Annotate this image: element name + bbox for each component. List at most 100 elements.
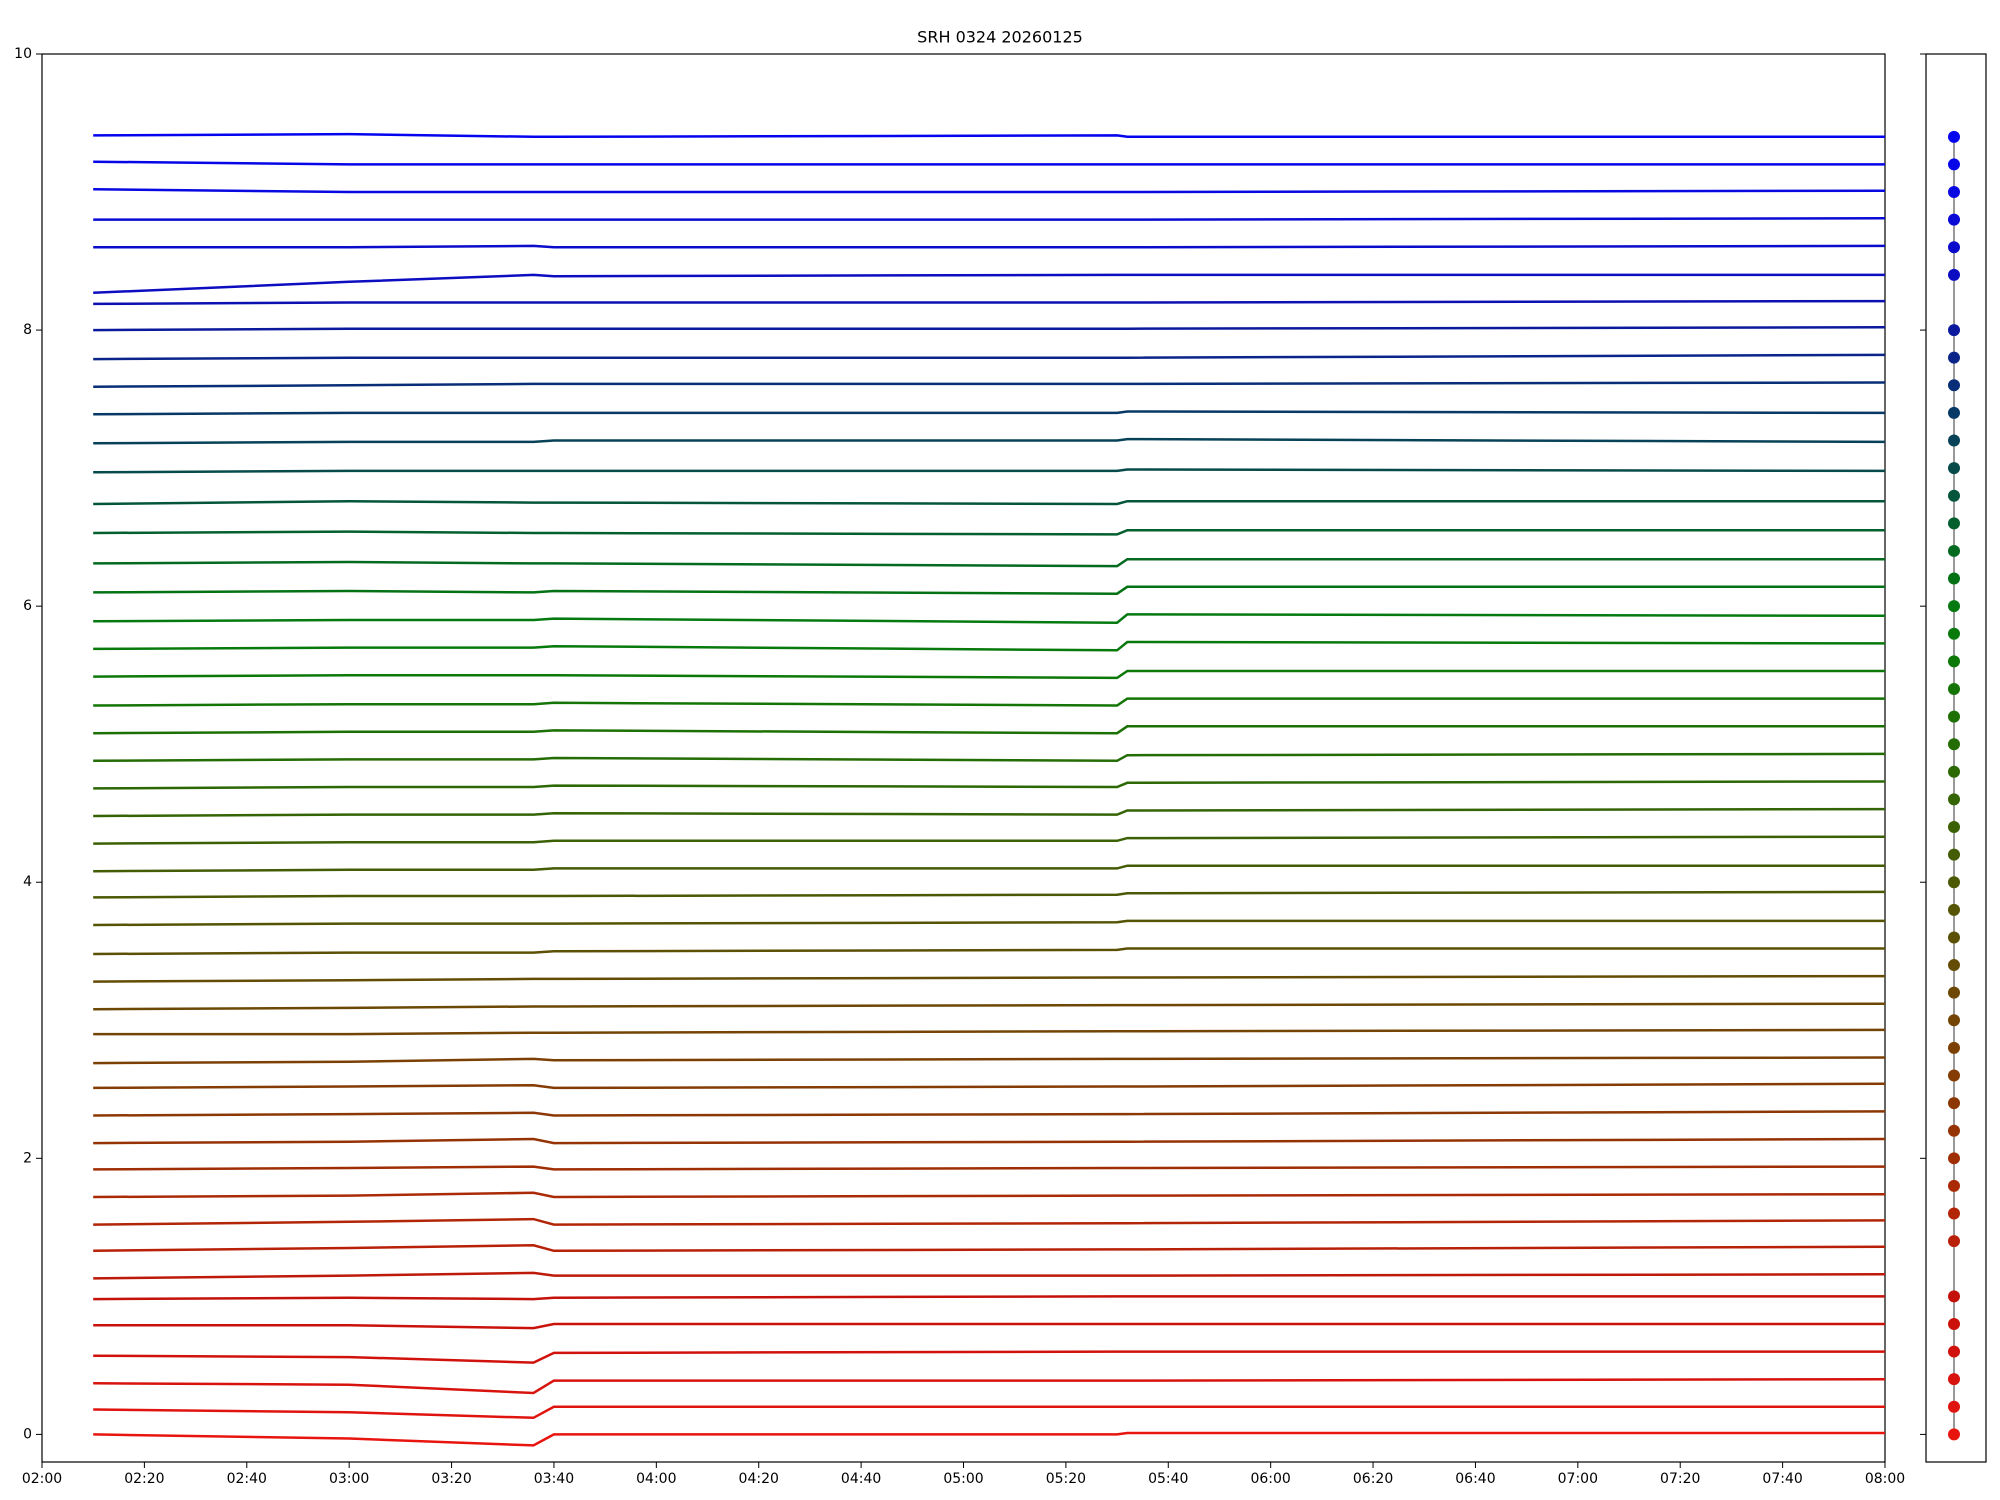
dot	[1948, 186, 1960, 199]
dot	[1948, 903, 1960, 916]
dot	[1948, 434, 1960, 447]
x-tick-label: 06:40	[1455, 1471, 1495, 1487]
trace-line	[93, 244, 1886, 249]
x-tick-label: 03:20	[431, 1471, 471, 1487]
dot	[1948, 738, 1960, 751]
dot	[1948, 1235, 1960, 1248]
trace-line	[93, 1271, 1886, 1280]
x-tick-label: 07:20	[1660, 1471, 1700, 1487]
x-tick-label: 05:20	[1046, 1471, 1086, 1487]
trace-line	[93, 1028, 1886, 1036]
dot	[1948, 710, 1960, 723]
x-tick-label: 06:00	[1250, 1471, 1290, 1487]
dot	[1948, 544, 1960, 557]
trace-line	[93, 499, 1885, 506]
trace-line	[93, 585, 1885, 595]
dot	[1948, 351, 1960, 364]
dot	[1948, 655, 1960, 668]
trace-line	[93, 410, 1886, 416]
dot	[1948, 848, 1960, 861]
trace-line	[93, 807, 1886, 818]
trace-line	[93, 160, 1885, 166]
x-tick-label: 04:20	[739, 1471, 779, 1487]
trace-line	[93, 1056, 1886, 1065]
x-tick-label: 07:40	[1762, 1471, 1802, 1487]
trace-line	[93, 468, 1886, 474]
dot	[1948, 268, 1960, 281]
dot	[1948, 572, 1960, 585]
trace-line	[93, 1244, 1886, 1253]
dot	[1948, 1179, 1960, 1192]
dot	[1948, 1373, 1960, 1386]
trace-line	[93, 919, 1885, 927]
dot	[1948, 793, 1960, 806]
y-tick-label: 2	[23, 1150, 32, 1166]
x-tick-label: 02:40	[227, 1471, 267, 1487]
trace-line	[93, 669, 1885, 680]
dot	[1948, 1014, 1960, 1027]
dot	[1948, 682, 1960, 695]
dot	[1948, 821, 1960, 834]
dot	[1948, 241, 1960, 254]
trace-line	[93, 697, 1885, 707]
trace-line	[93, 890, 1886, 899]
trace-line	[93, 437, 1886, 445]
trace-line	[93, 725, 1885, 735]
chart-title: SRH 0324 20260125	[917, 28, 1083, 47]
trace-line	[93, 1137, 1886, 1145]
y-tick-label: 4	[23, 874, 32, 890]
dot	[1948, 600, 1960, 613]
trace-line	[93, 1431, 1885, 1447]
x-tick-label: 05:40	[1148, 1471, 1188, 1487]
trace-line	[93, 974, 1886, 983]
dot	[1948, 1428, 1960, 1441]
trace-line	[93, 326, 1886, 332]
trace-line	[93, 132, 1885, 139]
trace-line	[93, 299, 1886, 306]
dot	[1948, 158, 1960, 171]
y-tick-label: 10	[14, 46, 32, 62]
dot	[1948, 379, 1960, 392]
trace-line	[93, 947, 1885, 956]
trace-line	[93, 1082, 1886, 1090]
dot	[1948, 959, 1960, 972]
dot	[1948, 1152, 1960, 1165]
x-tick-label: 02:20	[124, 1471, 164, 1487]
dot	[1948, 876, 1960, 889]
trace-line	[93, 1191, 1886, 1199]
trace-line	[93, 752, 1886, 763]
dot	[1948, 462, 1960, 475]
trace-line	[93, 1405, 1885, 1420]
x-tick-label: 02:00	[22, 1471, 62, 1487]
trace-line	[93, 381, 1886, 388]
trace-line	[93, 188, 1886, 194]
x-tick-label: 07:00	[1558, 1471, 1598, 1487]
y-tick-label: 8	[23, 322, 32, 338]
dot	[1948, 324, 1960, 337]
dot	[1948, 1317, 1960, 1330]
trace-line	[93, 1217, 1886, 1226]
trace-line	[93, 780, 1886, 790]
dot	[1948, 931, 1960, 944]
side-panel-frame	[1925, 53, 1987, 1463]
dot	[1948, 213, 1960, 226]
trace-line	[93, 1322, 1885, 1330]
dot	[1948, 1345, 1960, 1358]
trace-line	[93, 835, 1886, 845]
trace-line	[93, 864, 1885, 873]
y-tick-label: 0	[23, 1426, 32, 1442]
dot	[1948, 489, 1960, 502]
x-tick-label: 06:20	[1353, 1471, 1393, 1487]
dot	[1948, 1207, 1960, 1220]
trace-line	[93, 1165, 1886, 1171]
dot	[1948, 1097, 1960, 1110]
trace-line	[93, 1377, 1886, 1395]
x-tick-label: 08:00	[1865, 1471, 1905, 1487]
trace-line	[93, 353, 1886, 361]
x-tick-label: 03:40	[534, 1471, 574, 1487]
dot	[1948, 1041, 1960, 1054]
dot	[1948, 406, 1960, 419]
dot	[1948, 517, 1960, 530]
x-tick-label: 05:00	[943, 1471, 983, 1487]
